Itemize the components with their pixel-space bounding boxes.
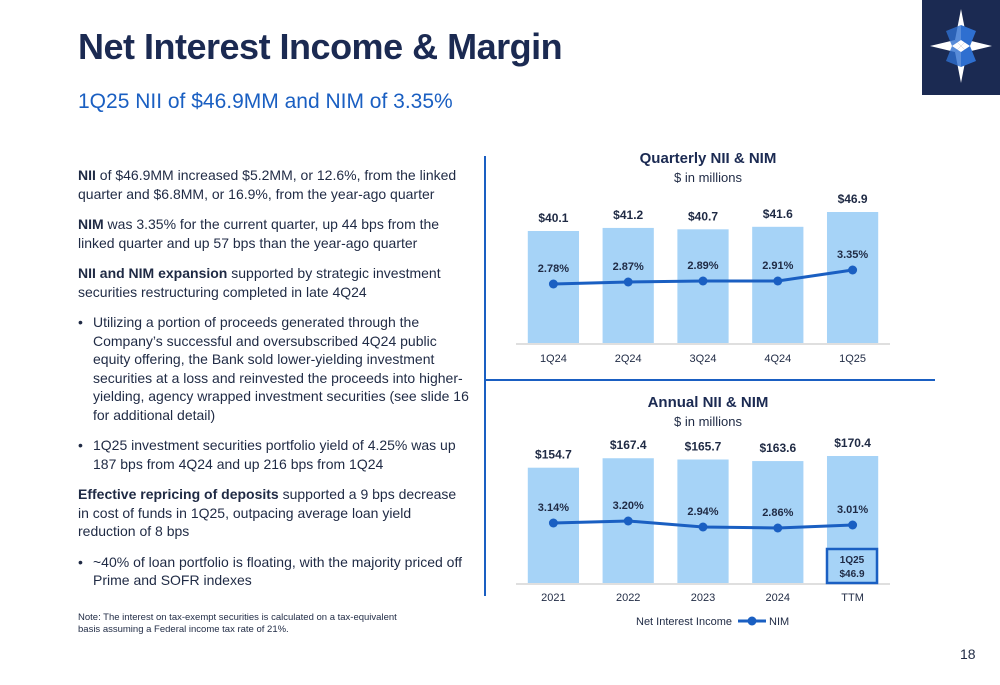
bar-value-label: $163.6 [759,441,796,455]
bar [826,212,879,343]
bar [752,461,804,583]
bar-value-label: $41.2 [613,208,643,222]
bar [677,459,729,583]
legend-label-nii: Net Interest Income [636,616,732,628]
bar-value-label: $167.4 [610,438,647,452]
divider-horizontal [485,379,935,381]
quarterly-chart-subtitle: $ in millions [674,170,742,185]
nim-value-label: 2.91% [762,260,793,272]
nim-point [773,276,783,286]
nim-point [773,523,783,533]
star-logo-icon [930,9,992,83]
deposits-paragraph: Effective repricing of deposits supporte… [78,486,457,539]
bar-value-label: $170.4 [834,436,871,450]
nim-value-label: 2.78% [538,263,569,275]
x-tick-label: TTM [841,592,864,604]
bar-value-label: $40.1 [538,211,568,225]
bar [826,456,879,583]
x-tick-label: 1Q25 [839,353,866,365]
nim-value-label: 3.01% [837,504,868,516]
bar [677,229,729,343]
footnote: Note: The interest on tax-exempt securit… [78,612,397,635]
page-subtitle: 1Q25 NII of $46.9MM and NIM of 3.35% [78,90,453,113]
bar-value-label: $154.7 [535,448,572,462]
bar-value-label: $40.7 [688,209,718,223]
nim-point [848,520,858,530]
bar-value-label: $46.9 [838,192,868,206]
x-tick-label: 2Q24 [615,353,642,365]
x-tick-label: 2021 [541,592,565,604]
bullet-item: • ~40% of loan portfolio is floating, wit… [78,553,462,589]
nim-point [623,516,633,526]
x-tick-label: 3Q24 [690,353,717,365]
x-tick-label: 1Q24 [540,353,567,365]
bullet-dot: • [78,553,83,570]
nim-value-label: 3.14% [538,502,569,514]
bullet-item: • Utilizing a portion of proceeds generat… [78,314,469,423]
nim-value-label: 2.87% [613,261,644,273]
nim-paragraph: NIM was 3.35% for the current quarter, u… [78,216,440,251]
company-logo [922,0,1000,95]
quarterly-chart-title: Quarterly NII & NIM [640,150,777,167]
ttm-annotation-line2: $46.9 [839,569,864,580]
nim-point [848,265,858,275]
ttm-annotation-box [825,547,879,585]
nim-point [548,518,558,528]
nim-point [548,279,558,289]
annual-chart-title: Annual NII & NIM [648,394,769,411]
x-tick-label: 2023 [691,592,715,604]
nim-value-label: 3.35% [837,249,868,261]
nim-value-label: 3.20% [613,500,644,512]
page-number: 18 [960,646,976,662]
commentary: NII of $46.9MM increased $5.2MM, or 12.6… [78,166,470,602]
bar-value-label: $41.6 [763,207,793,221]
nim-value-label: 2.89% [687,260,718,272]
page-title: Net Interest Income & Margin [78,26,563,67]
x-tick-label: 2022 [616,592,640,604]
legend-marker-nim [747,616,757,626]
nii-paragraph: NII of $46.9MM increased $5.2MM, or 12.6… [78,167,457,202]
nim-point [698,276,708,286]
legend-label-nim: NIM [769,616,789,628]
chart-legend: Net Interest Income NIM [636,616,789,628]
annual-chart-subtitle: $ in millions [674,414,742,429]
x-tick-label: 2024 [766,592,790,604]
x-tick-label: 4Q24 [764,353,791,365]
bullet-dot: • [78,437,83,453]
expansion-paragraph: NII and NIM expansion supported by strat… [78,265,441,300]
divider-vertical [484,156,486,596]
nim-point [623,277,633,287]
ttm-annotation-line1: 1Q25 [840,555,865,566]
bar-value-label: $165.7 [685,440,722,454]
nim-point [698,522,708,532]
annual-chart: $154.7 $167.4 $165.7 $163.6 $170.4 2021 2022 20… [516,436,890,604]
quarterly-chart: $40.1 $41.2 $40.7 $41.6 $46.9 1Q24 2Q24 3Q24 4Q2… [516,192,890,365]
nim-value-label: 2.86% [762,507,793,519]
bullet-dot: • [78,314,83,330]
nim-value-label: 2.94% [687,506,718,518]
bullet-item: • 1Q25 investment securities portfolio yi… [78,437,456,472]
